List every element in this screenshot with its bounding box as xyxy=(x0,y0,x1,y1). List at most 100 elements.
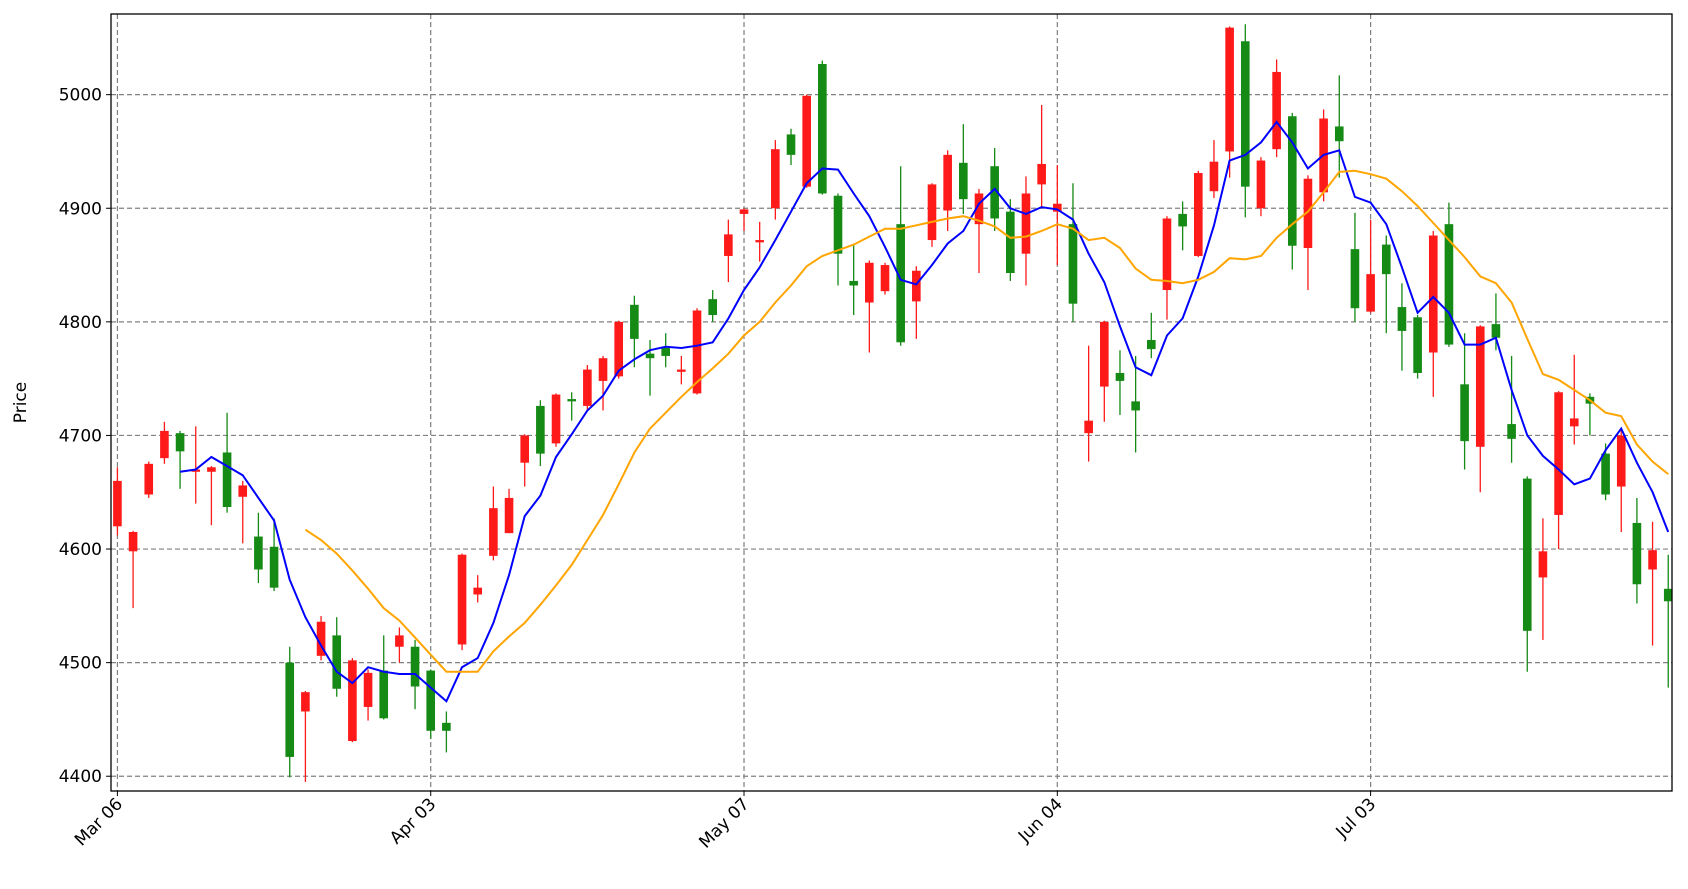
moving-average-line xyxy=(304,169,1669,673)
candle-body xyxy=(551,394,561,444)
candle-body xyxy=(238,485,248,497)
y-tick-label: 4800 xyxy=(59,313,102,333)
candle-body xyxy=(1554,392,1563,515)
candle-body xyxy=(426,670,436,731)
candle-body xyxy=(1084,420,1093,434)
candle-body xyxy=(692,310,702,394)
candle-body xyxy=(1115,372,1125,381)
candle-body xyxy=(1413,317,1422,373)
candle-body xyxy=(222,452,232,508)
candle-body xyxy=(771,149,780,209)
candle-body xyxy=(348,660,357,742)
candle-body xyxy=(1037,163,1046,185)
candle-body xyxy=(677,369,686,372)
candle-body xyxy=(724,234,733,256)
candle-body xyxy=(583,369,592,406)
x-tick-label: Jul 03 xyxy=(1332,794,1380,842)
candle-body xyxy=(1381,244,1391,275)
candle-body xyxy=(1209,161,1219,192)
x-tick-label: Jun 04 xyxy=(1014,794,1067,847)
candle-body xyxy=(1256,160,1266,209)
candle-body xyxy=(395,635,404,647)
candle-body xyxy=(269,546,279,588)
candle-body xyxy=(254,536,263,570)
candle-body xyxy=(175,433,185,452)
candle-body xyxy=(630,304,639,339)
candle-body xyxy=(1225,27,1234,152)
candle-body xyxy=(332,635,342,689)
candle-body xyxy=(1491,324,1501,338)
candle-body xyxy=(285,662,295,757)
candle-body xyxy=(1350,249,1360,309)
candle-body xyxy=(379,670,389,719)
candle-body xyxy=(1272,71,1281,150)
candle-body xyxy=(1053,203,1062,212)
y-tick-label: 5000 xyxy=(59,86,102,106)
plot-frame xyxy=(110,13,1673,792)
candle-body xyxy=(818,63,827,194)
candle-body xyxy=(504,497,514,534)
candle-body xyxy=(802,95,811,187)
candle-body xyxy=(1632,522,1642,585)
candle-body xyxy=(301,692,310,712)
candle-body xyxy=(1099,321,1109,387)
candle-body xyxy=(536,405,545,454)
candle-body xyxy=(833,195,843,254)
candle-body xyxy=(849,280,858,286)
candle-body xyxy=(661,347,670,356)
candle-body xyxy=(1021,193,1031,254)
candle-body xyxy=(959,162,968,200)
candle-body xyxy=(1569,418,1579,427)
candle-body xyxy=(912,270,921,302)
candle-body xyxy=(1131,401,1140,411)
candle-body xyxy=(739,209,749,214)
candle-body xyxy=(1460,384,1469,442)
y-tick-label: 4900 xyxy=(59,199,102,219)
candle-body xyxy=(990,166,999,219)
x-tick-label: Apr 03 xyxy=(386,794,440,848)
candle-body xyxy=(1334,126,1344,142)
candle-body xyxy=(457,554,467,645)
candle-body xyxy=(1397,307,1407,331)
candle-body xyxy=(489,508,498,556)
candle-body xyxy=(363,672,373,707)
y-tick-label: 4400 xyxy=(59,767,102,787)
candle-body xyxy=(614,321,624,377)
candle-body xyxy=(1616,435,1626,487)
candle-body xyxy=(645,353,655,359)
candle-body xyxy=(708,299,717,316)
candle-body xyxy=(786,134,796,155)
candle-body xyxy=(442,722,451,731)
x-tick-label: Mar 06 xyxy=(71,794,127,850)
candle-body xyxy=(144,463,154,495)
candle-body xyxy=(128,532,138,552)
candle-body xyxy=(598,358,608,381)
candle-body xyxy=(1287,116,1297,246)
candle-body xyxy=(1601,453,1610,495)
candle-body xyxy=(1522,478,1532,631)
candle-body xyxy=(520,435,530,463)
candle-body xyxy=(1663,588,1673,602)
candle-body xyxy=(410,646,420,687)
candle-body xyxy=(927,184,937,241)
y-axis-label: Price xyxy=(11,382,31,423)
candle-body xyxy=(1162,218,1172,291)
candle-body xyxy=(1178,213,1187,227)
candle-body xyxy=(191,469,201,472)
candle-body xyxy=(1507,424,1516,439)
candle-body xyxy=(896,224,905,343)
candle-body xyxy=(160,430,169,459)
candle-body xyxy=(1538,551,1548,578)
candle-body xyxy=(943,154,952,211)
y-tick-label: 4700 xyxy=(59,426,102,446)
candle-body xyxy=(1475,326,1485,447)
y-tick-label: 4600 xyxy=(59,540,102,560)
candle-body xyxy=(1303,178,1313,249)
candle-body xyxy=(880,265,890,292)
candle-body xyxy=(473,587,483,595)
y-tick-label: 4500 xyxy=(59,654,102,674)
candle-body xyxy=(113,480,122,527)
candle-body xyxy=(1648,550,1657,570)
